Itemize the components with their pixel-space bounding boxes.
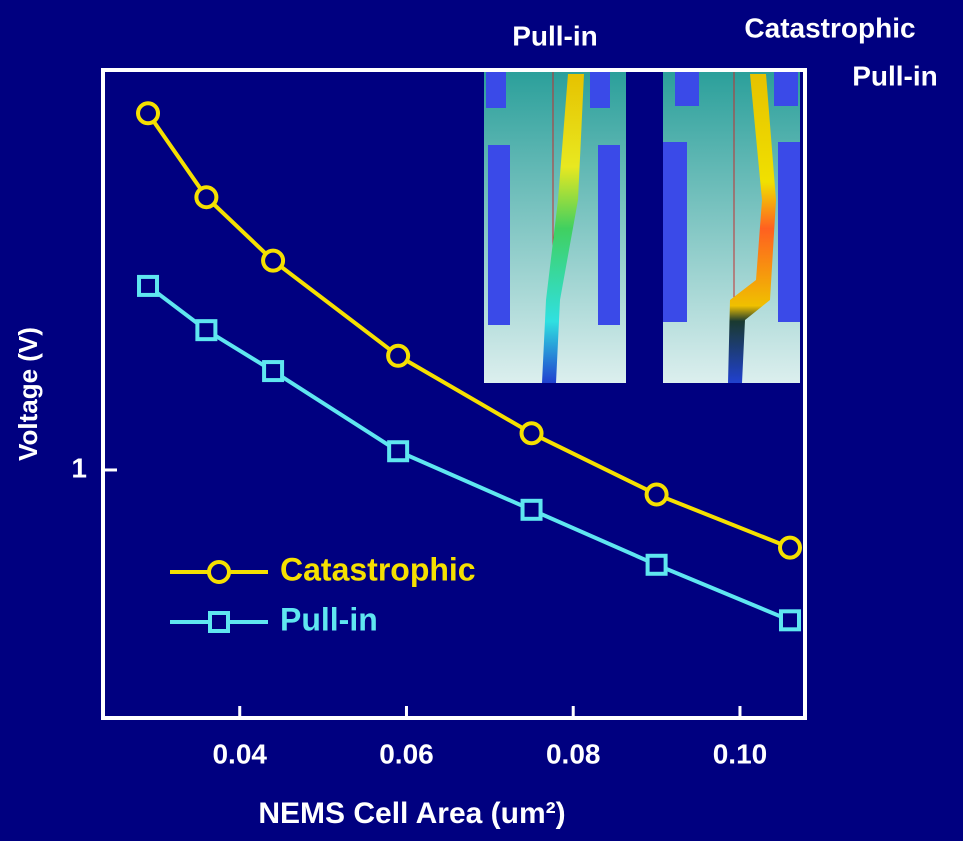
marker bbox=[780, 538, 800, 558]
legend-marker bbox=[209, 562, 229, 582]
legend-marker bbox=[210, 613, 228, 631]
marker bbox=[389, 442, 407, 460]
legend-label: Catastrophic bbox=[280, 551, 476, 587]
inset-image bbox=[484, 70, 626, 383]
y-tick-label: 1 bbox=[71, 452, 87, 483]
inset-label: Pull-in bbox=[512, 20, 598, 51]
marker bbox=[196, 187, 216, 207]
marker bbox=[522, 423, 542, 443]
marker bbox=[388, 346, 408, 366]
marker bbox=[523, 501, 541, 519]
x-tick-label: 0.10 bbox=[713, 738, 768, 769]
legend-label: Pull-in bbox=[280, 601, 378, 637]
marker bbox=[648, 556, 666, 574]
marker bbox=[139, 277, 157, 295]
x-tick-label: 0.04 bbox=[212, 738, 267, 769]
marker bbox=[781, 611, 799, 629]
marker bbox=[264, 362, 282, 380]
marker bbox=[263, 251, 283, 271]
chart: NEMS Cell Area (um²) Voltage (V) Pull-in… bbox=[0, 0, 963, 841]
y-axis-label: Voltage (V) bbox=[13, 327, 43, 461]
x-axis-label: NEMS Cell Area (um²) bbox=[258, 797, 565, 830]
marker bbox=[138, 103, 158, 123]
x-tick-label: 0.06 bbox=[379, 738, 434, 769]
inset-image bbox=[663, 70, 800, 383]
inset-label: Pull-in bbox=[852, 60, 938, 91]
inset-label: Catastrophic bbox=[744, 12, 915, 43]
x-tick-label: 0.08 bbox=[546, 738, 601, 769]
marker bbox=[647, 484, 667, 504]
marker bbox=[197, 321, 215, 339]
